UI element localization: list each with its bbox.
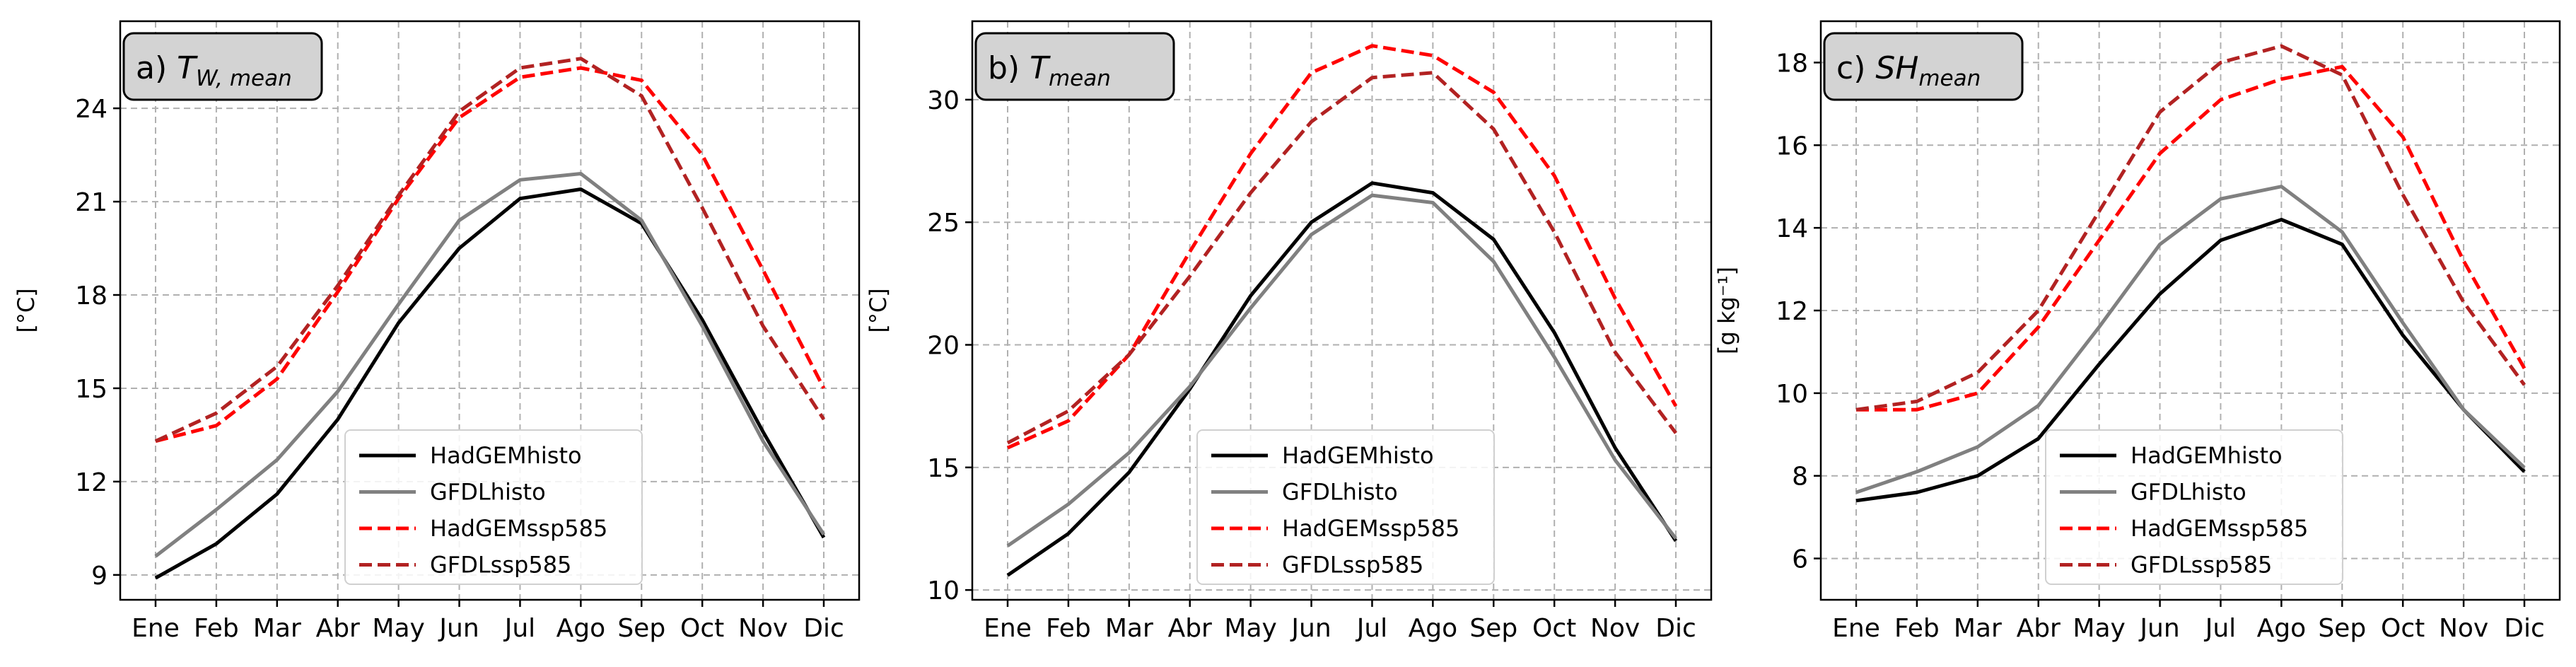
chart-panel-3: Ene Feb Mar Abr May Jun Jul Ago Sep Oct Nov Dic 6 8 10… (1713, 20, 2561, 643)
series-line-HadGEMssp585 (155, 66, 826, 443)
x-tick-label: Jun (438, 614, 479, 643)
x-tick-label: Nov (1590, 614, 1640, 643)
y-tick-label: 24 (75, 95, 107, 124)
y-tick-label: 12 (75, 468, 107, 497)
y-tick-label: 18 (75, 282, 107, 311)
x-tick-label: Dic (803, 614, 844, 643)
y-tick-label: 18 (1776, 49, 1808, 78)
y-tick-label: 20 (927, 332, 960, 361)
y-tick-label: 15 (927, 454, 960, 483)
y-axis-label: [g kg⁻¹] (1713, 267, 1740, 354)
y-axis-label: [°C] (865, 288, 892, 332)
legend-label: GFDLhisto (1282, 479, 1398, 506)
legend-label: HadGEMhisto (1282, 442, 1434, 469)
panel-title: b) Tmean (988, 50, 1111, 91)
series-line-GFDLssp585 (1006, 71, 1677, 445)
legend-label: GFDLssp585 (2131, 552, 2272, 579)
x-tick-label: Mar (1105, 614, 1153, 643)
y-tick-label: 16 (1776, 132, 1808, 161)
panel-title-box (122, 32, 323, 101)
x-tick-label: Jun (1290, 614, 1331, 643)
y-tick-label: 21 (75, 188, 107, 217)
x-tick-label: Jul (503, 614, 535, 643)
x-tick-label: Jul (2204, 614, 2236, 643)
legend-label: HadGEMhisto (2131, 442, 2283, 469)
y-tick-label: 25 (927, 209, 960, 238)
y-tick-label: 15 (75, 375, 107, 404)
x-tick-label: Abr (316, 614, 360, 643)
series-line-HadGEMssp585 (1006, 44, 1678, 450)
x-tick-label: Sep (617, 614, 665, 643)
series-line-HadGEMssp585 (1856, 64, 2527, 412)
legend-box (344, 429, 643, 585)
x-tick-label: May (2073, 614, 2125, 643)
axes-frame (971, 20, 1713, 601)
chart-panel-1: Ene Feb Mar Abr May Jun Jul Ago Sep Oct Nov Dic 9 12 1… (13, 20, 861, 643)
axes-frame (119, 20, 861, 601)
legend-label: GFDLhisto (430, 479, 546, 506)
series-line-HadGEMhisto (1855, 218, 2526, 503)
panel-title: c) SHmean (1836, 50, 1981, 91)
x-tick-label: Abr (1168, 614, 1212, 643)
legend-label: GFDLssp585 (1282, 552, 1423, 579)
x-tick-label: Jun (2138, 614, 2179, 643)
panel-title-box (974, 32, 1175, 101)
y-tick-label: 12 (1776, 297, 1808, 326)
panel-title-box (1823, 32, 2024, 101)
panel-title: a) TW, mean (136, 50, 292, 91)
y-tick-label: 10 (1776, 380, 1808, 409)
x-tick-label: Ago (2257, 614, 2307, 643)
y-tick-label: 6 (1792, 545, 1808, 574)
series-line-GFDLhisto (154, 172, 826, 558)
chart-panel-2: Ene Feb Mar Abr May Jun Jul Ago Sep Oct Nov Dic 10 15… (865, 20, 1713, 643)
x-tick-label: Dic (2504, 614, 2545, 643)
y-tick-label: 8 (1792, 463, 1808, 492)
series-line-GFDLssp585 (1855, 44, 2527, 412)
legend-label: GFDLssp585 (430, 552, 571, 579)
x-tick-label: May (372, 614, 424, 643)
x-tick-label: Ene (132, 614, 180, 643)
x-tick-label: Feb (194, 614, 239, 643)
legend-label: GFDLhisto (2131, 479, 2246, 506)
legend-label: HadGEMssp585 (430, 515, 607, 542)
x-tick-label: Jul (1356, 614, 1387, 643)
x-tick-label: Nov (738, 614, 788, 643)
x-tick-label: Ene (1832, 614, 1880, 643)
y-tick-label: 9 (91, 562, 107, 591)
x-tick-label: Feb (1046, 614, 1091, 643)
x-tick-label: May (1224, 614, 1276, 643)
x-tick-label: Oct (2381, 614, 2425, 643)
y-tick-label: 10 (927, 576, 960, 605)
x-tick-label: Ene (984, 614, 1032, 643)
legend-label: HadGEMssp585 (2131, 515, 2308, 542)
y-tick-label: 14 (1776, 214, 1808, 243)
x-tick-label: Abr (2017, 614, 2061, 643)
x-tick-label: Dic (1655, 614, 1696, 643)
x-tick-label: Ago (556, 614, 606, 643)
x-tick-label: Sep (1469, 614, 1517, 643)
y-tick-label: 30 (927, 86, 960, 115)
legend-label: HadGEMhisto (430, 442, 582, 469)
x-tick-label: Nov (2439, 614, 2488, 643)
legend-label: HadGEMssp585 (1282, 515, 1459, 542)
x-tick-label: Mar (253, 614, 301, 643)
legend-box (2045, 429, 2343, 585)
legend-box (1196, 429, 1495, 585)
x-tick-label: Oct (1532, 614, 1576, 643)
series-line-HadGEMhisto (154, 187, 826, 580)
x-tick-label: Oct (680, 614, 724, 643)
x-tick-label: Ago (1409, 614, 1458, 643)
series-line-GFDLhisto (1855, 185, 2526, 494)
y-axis-label: [°C] (13, 288, 40, 332)
x-tick-label: Mar (1954, 614, 2002, 643)
x-tick-label: Sep (2318, 614, 2366, 643)
series-line-HadGEMhisto (1006, 181, 1678, 577)
series-line-GFDLssp585 (154, 57, 826, 443)
series-line-GFDLhisto (1006, 193, 1677, 547)
x-tick-label: Feb (1894, 614, 1940, 643)
